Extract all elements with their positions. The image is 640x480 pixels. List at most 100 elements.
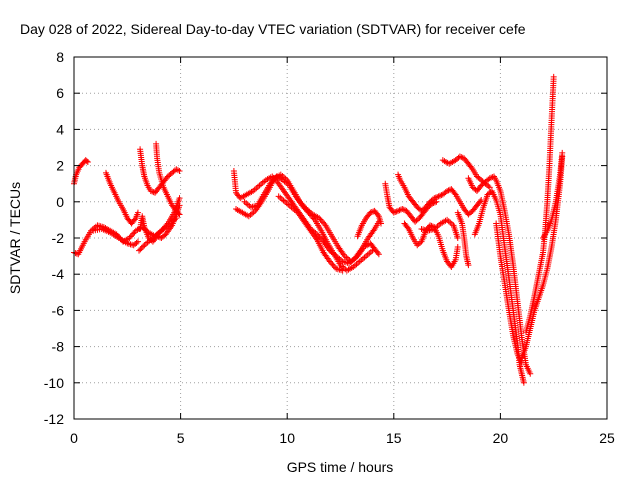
x-tick-label: 5	[177, 430, 185, 446]
data-point	[258, 181, 265, 188]
series-arc21	[471, 187, 527, 386]
series-arc7	[153, 140, 183, 218]
data-point	[432, 199, 439, 206]
data-point	[485, 183, 492, 190]
data-point	[328, 259, 335, 266]
data-point	[126, 235, 133, 241]
data-point	[138, 244, 145, 251]
y-tick-label: -6	[52, 302, 65, 318]
data-point	[302, 206, 309, 213]
data-point	[141, 242, 148, 249]
x-tick-label: 15	[386, 430, 402, 446]
data-point	[156, 234, 163, 241]
data-point	[458, 154, 465, 161]
data-point	[176, 211, 183, 218]
data-point	[305, 209, 312, 216]
data-point	[520, 379, 527, 386]
series-arc12	[275, 193, 346, 274]
data-point	[316, 215, 323, 222]
data-point	[241, 198, 248, 205]
data-point	[355, 259, 362, 266]
series-arc22	[493, 220, 525, 366]
series-arc20	[465, 173, 534, 377]
data-point	[392, 209, 399, 216]
data-point	[259, 179, 266, 186]
y-tick-label: -8	[52, 339, 65, 355]
data-point	[318, 217, 325, 224]
data-point	[137, 246, 144, 253]
data-point	[136, 247, 143, 254]
data-point	[454, 235, 461, 241]
y-axis-label: SDTVAR / TECUs	[7, 182, 23, 294]
data-point	[326, 258, 333, 265]
data-point	[176, 202, 183, 209]
chart-title: Day 028 of 2022, Sidereal Day-to-day VTE…	[20, 21, 526, 37]
data-point	[359, 255, 366, 262]
data-point	[300, 203, 307, 210]
data-point	[358, 257, 365, 264]
data-point	[366, 250, 373, 257]
data-point	[308, 212, 315, 219]
y-tick-label: -2	[52, 230, 65, 246]
data-point	[267, 180, 274, 187]
data-point	[254, 183, 261, 190]
data-point	[309, 214, 316, 221]
data-point	[356, 258, 363, 265]
data-point	[250, 209, 257, 216]
data-point	[131, 216, 138, 223]
data-point	[435, 193, 442, 200]
data-point	[320, 219, 327, 226]
data-point	[176, 195, 183, 202]
y-tick-label: 6	[56, 85, 64, 101]
data-point	[374, 249, 381, 256]
data-point	[301, 205, 308, 212]
data-point	[304, 208, 311, 215]
y-tick-label: -10	[44, 375, 64, 391]
series-arc23	[518, 153, 566, 361]
data-point	[433, 198, 440, 205]
data-point	[396, 207, 403, 214]
data-point	[454, 244, 461, 251]
data-point	[444, 187, 451, 194]
data-point	[83, 158, 90, 165]
y-tick-label: 2	[56, 158, 64, 174]
data-point	[84, 158, 91, 165]
data-point	[361, 254, 368, 261]
data-point	[280, 197, 287, 204]
data-point	[176, 168, 183, 175]
x-tick-label: 25	[599, 430, 615, 446]
data-point	[399, 206, 406, 213]
series-arc11	[241, 173, 376, 274]
data-point	[445, 218, 452, 225]
data-point	[256, 182, 263, 189]
data-point	[369, 247, 376, 254]
series-arc17	[418, 216, 461, 241]
data-point	[518, 359, 525, 366]
data-point	[400, 206, 407, 213]
series-arc18	[439, 153, 493, 191]
data-point	[128, 232, 135, 239]
data-point	[268, 179, 275, 186]
y-tick-label: 8	[56, 49, 64, 65]
data-point	[436, 192, 443, 199]
series-arc15	[395, 171, 485, 218]
data-point	[173, 215, 180, 222]
data-point	[282, 198, 289, 205]
data-point	[275, 193, 282, 200]
data-point	[374, 211, 381, 218]
data-point	[283, 200, 290, 207]
data-point	[147, 187, 154, 194]
data-point	[375, 251, 382, 258]
data-point	[299, 202, 306, 209]
data-point	[393, 208, 400, 215]
series-arc25	[540, 149, 566, 241]
data-point	[550, 73, 557, 80]
data-point	[330, 262, 337, 269]
data-point	[270, 176, 277, 183]
data-point	[243, 200, 250, 207]
data-point	[353, 261, 360, 268]
data-point	[134, 209, 141, 216]
data-point	[175, 210, 182, 217]
data-point	[431, 195, 438, 202]
data-point	[127, 233, 134, 240]
